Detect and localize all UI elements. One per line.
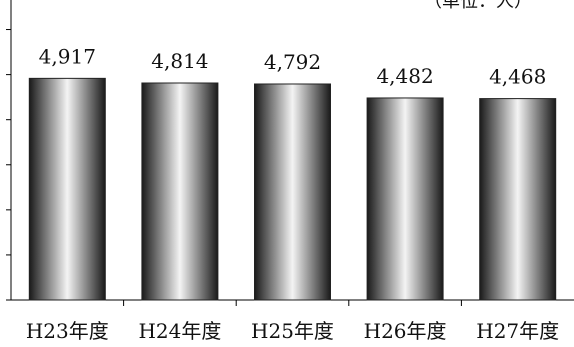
category-label-2: H24年度 bbox=[138, 319, 221, 343]
bars bbox=[28, 77, 557, 301]
value-label-4: 4,482 bbox=[376, 64, 433, 88]
value-label-1: 4,917 bbox=[39, 44, 96, 68]
bar-2 bbox=[141, 82, 219, 301]
category-label-4: H26年度 bbox=[364, 319, 447, 343]
x-axis bbox=[11, 299, 574, 306]
bar-5 bbox=[479, 98, 557, 301]
value-label-3: 4,792 bbox=[264, 50, 321, 74]
value-label-2: 4,814 bbox=[151, 49, 208, 73]
value-label-5: 4,468 bbox=[489, 65, 546, 89]
bar-1 bbox=[28, 77, 106, 301]
y-axis bbox=[6, 0, 12, 301]
category-label-1: H23年度 bbox=[26, 319, 109, 343]
value-labels: 4,917 4,814 4,792 4,482 4,468 bbox=[39, 44, 547, 88]
unit-label: （単位：人） bbox=[424, 0, 532, 12]
bar-4 bbox=[366, 97, 444, 301]
bar-3 bbox=[254, 83, 331, 301]
category-label-5: H27年度 bbox=[476, 319, 559, 343]
category-label-3: H25年度 bbox=[251, 319, 334, 343]
category-labels: H23年度 H24年度 H25年度 H26年度 H27年度 bbox=[26, 319, 559, 343]
